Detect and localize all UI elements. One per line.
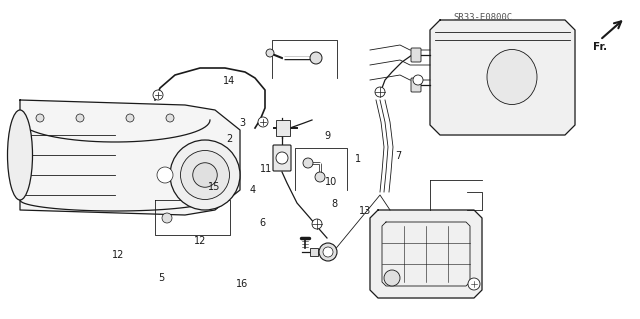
FancyBboxPatch shape [411, 78, 421, 92]
FancyBboxPatch shape [411, 48, 421, 62]
Ellipse shape [487, 49, 537, 105]
Circle shape [312, 219, 322, 229]
Circle shape [323, 247, 333, 257]
Circle shape [166, 114, 174, 122]
Ellipse shape [8, 110, 33, 200]
Circle shape [266, 49, 274, 57]
Text: 16: 16 [236, 279, 248, 289]
Text: 8: 8 [332, 199, 338, 209]
Text: SR33-E0800C: SR33-E0800C [454, 13, 513, 22]
Circle shape [258, 117, 268, 127]
Circle shape [170, 140, 240, 210]
Text: 2: 2 [226, 134, 232, 144]
Text: 3: 3 [239, 118, 245, 128]
Circle shape [193, 163, 217, 187]
Text: 1: 1 [355, 154, 362, 165]
Circle shape [384, 270, 400, 286]
FancyBboxPatch shape [276, 120, 290, 136]
FancyBboxPatch shape [310, 248, 318, 256]
Circle shape [162, 213, 172, 223]
Text: 15: 15 [208, 182, 221, 192]
Circle shape [315, 172, 325, 182]
Polygon shape [430, 20, 575, 135]
Text: 14: 14 [223, 76, 236, 86]
Text: 12: 12 [193, 236, 206, 246]
FancyBboxPatch shape [273, 145, 291, 171]
Text: 12: 12 [112, 250, 125, 260]
Circle shape [180, 151, 230, 199]
Polygon shape [20, 100, 240, 215]
Circle shape [319, 243, 337, 261]
Circle shape [276, 152, 288, 164]
Text: 4: 4 [250, 185, 256, 195]
Text: 6: 6 [259, 218, 266, 228]
Text: 5: 5 [158, 272, 164, 283]
Circle shape [153, 90, 163, 100]
Text: 13: 13 [358, 205, 371, 216]
Text: Fr.: Fr. [593, 42, 607, 52]
Circle shape [76, 114, 84, 122]
Circle shape [375, 87, 385, 97]
Circle shape [157, 167, 173, 183]
Polygon shape [370, 210, 482, 298]
Circle shape [468, 278, 480, 290]
Circle shape [36, 114, 44, 122]
Circle shape [413, 75, 423, 85]
Text: 11: 11 [259, 164, 272, 174]
Circle shape [310, 52, 322, 64]
Text: 7: 7 [395, 151, 401, 161]
Text: 10: 10 [325, 177, 338, 187]
Circle shape [126, 114, 134, 122]
Text: 9: 9 [324, 130, 331, 141]
Circle shape [303, 158, 313, 168]
